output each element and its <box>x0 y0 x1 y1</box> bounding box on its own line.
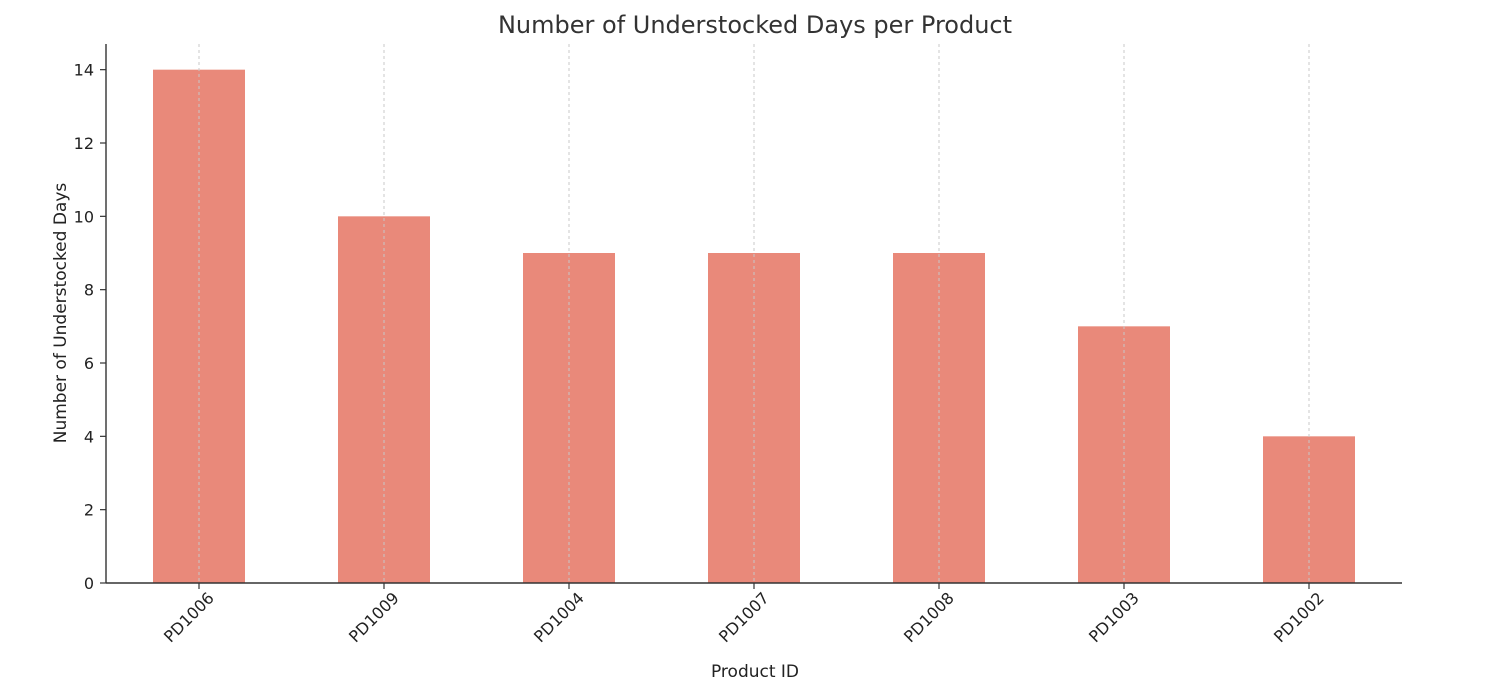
y-tick-label: 2 <box>84 501 94 520</box>
y-tick-label: 4 <box>84 427 94 446</box>
x-tick-label: PD1004 <box>530 588 588 646</box>
y-tick-label: 6 <box>84 354 94 373</box>
x-tick-label: PD1008 <box>900 588 958 646</box>
y-axis: 0 2 4 6 8 10 12 14 <box>74 44 107 593</box>
x-axis: PD1006 PD1009 PD1004 PD1007 PD1008 PD1003 PD10… <box>106 582 1402 646</box>
chart-title: Number of Understocked Days per Product <box>498 11 1012 39</box>
x-tick-label: PD1007 <box>715 588 773 646</box>
y-tick-label: 10 <box>74 207 94 226</box>
x-axis-label: Product ID <box>711 662 799 682</box>
y-tick-label: 0 <box>84 574 94 593</box>
x-tick-label: PD1003 <box>1085 588 1143 646</box>
y-axis-label: Number of Understocked Days <box>51 183 71 444</box>
x-tick-label: PD1002 <box>1270 588 1328 646</box>
y-tick-label: 8 <box>84 281 94 300</box>
x-tick-label: PD1009 <box>345 588 403 646</box>
x-tick-label: PD1006 <box>160 588 218 646</box>
y-tick-label: 12 <box>74 134 94 153</box>
y-tick-label: 14 <box>74 61 94 80</box>
